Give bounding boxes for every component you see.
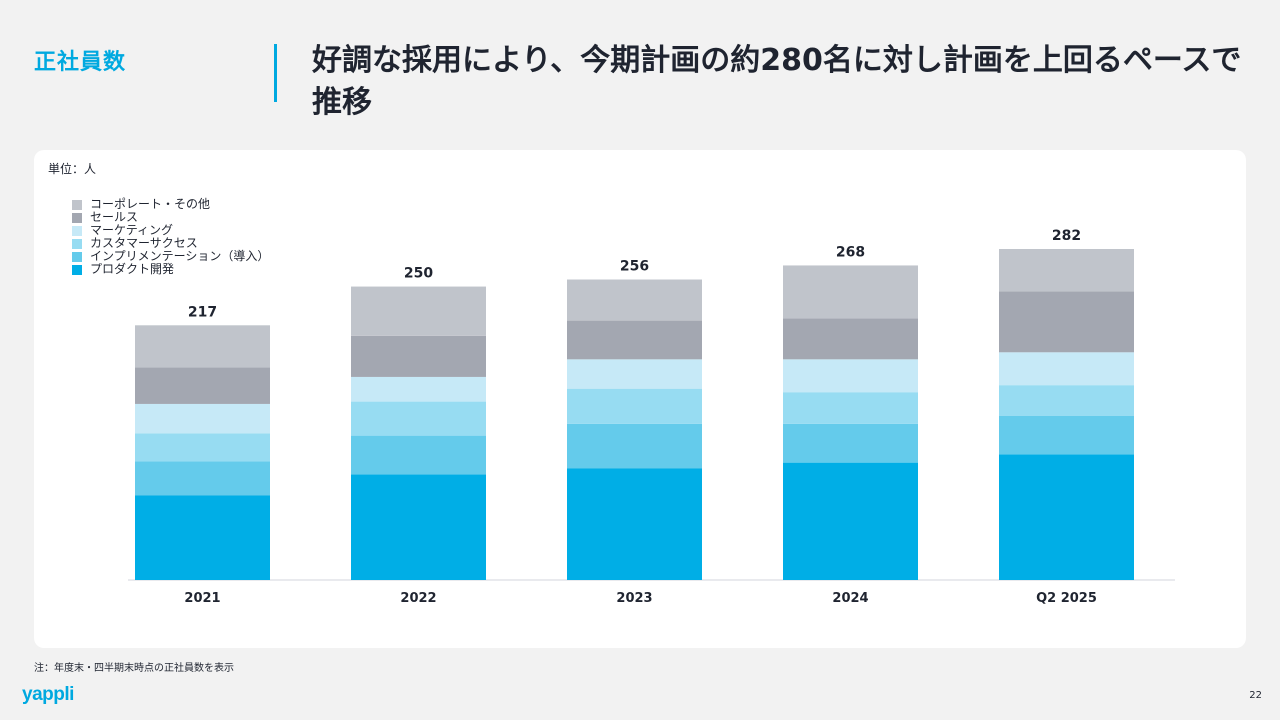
x-tick-label: 2023 [616,591,652,606]
bar-segment [999,291,1134,353]
bar-segment [567,388,702,424]
bar-total-label: 268 [836,244,865,260]
bar-total-label: 282 [1052,228,1081,244]
bar-segment [351,401,486,436]
legend-label: インプリメンテーション（導入） [90,249,270,263]
bar-segment [351,335,486,377]
unit-label: 単位：人 [48,162,97,176]
chart-panel: 単位：人 コーポレート・その他 セールス マーケティング カスタマーサクセス インプリメ… [34,150,1246,648]
bar-segment [999,454,1134,580]
legend-item: インプリメンテーション（導入） [72,250,269,263]
legend-label: プロダクト開発 [90,262,175,276]
chart-legend: コーポレート・その他 セールス マーケティング カスタマーサクセス インプリメンテーショ… [72,198,269,276]
yappli-logo: yappli [22,684,74,705]
legend-item: カスタマーサクセス [72,237,269,250]
bar-segment [135,433,270,462]
bar-segment [135,367,270,404]
bar-total-label: 217 [188,304,217,320]
bar-segment [351,376,486,402]
x-tick-label: 2021 [184,591,220,606]
legend-item: コーポレート・その他 [72,198,269,211]
bar-segment [783,423,918,463]
x-tick-label: 2022 [400,591,436,606]
bar-segment [135,403,270,434]
bar-segment [999,415,1134,455]
x-tick-label: 2024 [832,591,868,606]
bar-segment [567,423,702,469]
legend-label: マーケティング [90,223,174,237]
bar-segment [135,461,270,496]
legend-item: プロダクト開発 [72,263,269,276]
footnote: 注：年度末・四半期末時点の正社員数を表示 [34,663,234,674]
legend-swatch [72,238,82,249]
legend-swatch [72,225,82,236]
bar-segment [999,249,1134,292]
bar-segment [999,352,1134,386]
legend-item: セールス [72,211,269,224]
x-tick-label: Q2 2025 [1036,591,1097,606]
bar-total-label: 250 [404,266,433,282]
bar-segment [567,468,702,580]
bar-segment [351,286,486,336]
bar-segment [783,318,918,360]
legend-swatch [72,251,82,262]
page-title: 好調な採用により、今期計画の約280名に対し計画を上回るペースで推移 [312,43,1242,120]
legend-label: セールス [90,210,139,224]
bar-segment [783,392,918,424]
legend-swatch [72,199,82,210]
bar-segment [999,385,1134,416]
legend-swatch [72,264,82,275]
bar-segment [135,325,270,368]
legend-label: コーポレート・その他 [90,197,211,211]
legend-swatch [72,212,82,223]
legend-item: マーケティング [72,224,269,237]
bar-segment [135,495,270,580]
bar-segment [783,265,918,319]
bar-segment [351,435,486,475]
bar-segment [783,359,918,393]
bar-segment [783,462,918,580]
bar-segment [567,279,702,321]
bar-segment [567,359,702,389]
section-label: 正社員数 [34,50,127,75]
legend-label: カスタマーサクセス [90,236,198,250]
bar-total-label: 256 [620,259,649,275]
bar-segment [351,474,486,580]
stacked-bar-chart: 217 2021 250 2022 256 2023 268 2024 282 Q2 2025 [128,228,1175,606]
page-number: 22 [1249,690,1262,701]
title-divider [274,44,277,102]
bar-segment [567,320,702,360]
